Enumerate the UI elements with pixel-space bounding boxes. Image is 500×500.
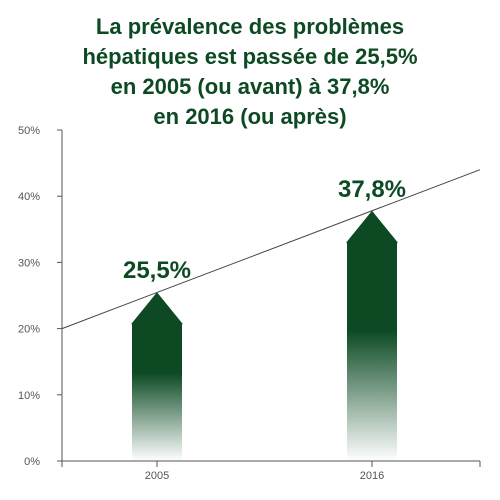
y-tick-label: 10% <box>18 390 40 402</box>
y-tick-label: 50% <box>18 125 40 137</box>
chart-title: La prévalence des problèmes hépatiques es… <box>82 14 417 129</box>
y-tick-label: 40% <box>18 191 40 203</box>
title-line: en 2016 (ou après) <box>153 104 346 129</box>
y-tick-label: 20% <box>18 324 40 336</box>
data-label: 37,8% <box>338 176 406 203</box>
trend-line-group <box>61 169 481 330</box>
data-labels: 25,5% 37,8% <box>123 176 406 284</box>
x-tick-label: 2005 <box>145 470 169 482</box>
bar-2016 <box>346 210 398 461</box>
trend-line <box>61 169 481 330</box>
y-tick-label: 0% <box>24 456 40 468</box>
y-tick-label: 30% <box>18 257 40 269</box>
title-line: hépatiques est passée de 25,5% <box>82 44 417 69</box>
x-tick-label: 2016 <box>360 470 384 482</box>
title-line: La prévalence des problèmes <box>96 14 404 39</box>
data-label: 25,5% <box>123 257 191 284</box>
y-axis: 0% 10% 20% 30% 40% 50% 2005 2016 <box>18 125 481 482</box>
title-line: en 2005 (ou avant) à 37,8% <box>111 74 390 99</box>
bars <box>131 210 398 461</box>
bar-2005 <box>131 292 183 461</box>
